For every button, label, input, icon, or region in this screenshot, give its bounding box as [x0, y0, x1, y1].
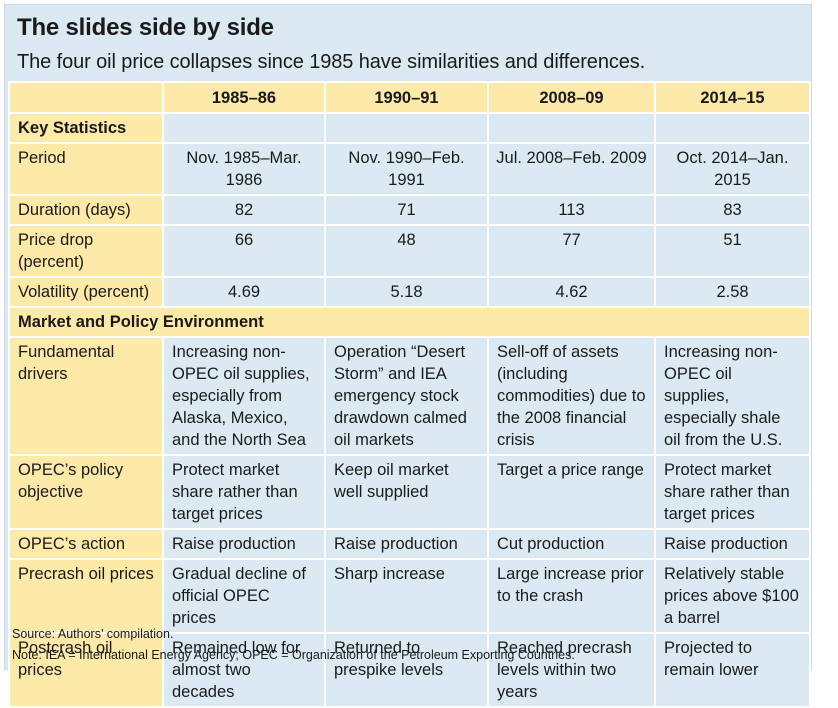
table-row: Price drop (percent) 66 48 77 51 [8, 224, 811, 278]
table-cell: Sell-off of assets (including commoditie… [487, 336, 656, 456]
section-row-key-statistics: Key Statistics [8, 112, 811, 144]
table-cell: Raise production [654, 528, 811, 560]
table-row: Precrash oil prices Gradual decline of o… [8, 558, 811, 634]
figure-subtitle: The four oil price collapses since 1985 … [17, 51, 646, 73]
table-cell: 2.58 [654, 276, 811, 308]
table-cell: Raise production [162, 528, 326, 560]
table-cell: 82 [162, 194, 326, 226]
table-cell: 83 [654, 194, 811, 226]
table-cell: Relatively stable prices above $100 a ba… [654, 558, 811, 634]
table-row: OPEC’s action Raise production Raise pro… [8, 528, 811, 560]
row-label: OPEC’s action [8, 528, 164, 560]
row-label: Price drop (percent) [8, 224, 164, 278]
table-cell: 113 [487, 194, 656, 226]
comparison-table: 1985–86 1990–91 2008–09 2014–15 Key Stat… [8, 81, 811, 708]
table-cell: Projected to remain lower [654, 632, 811, 708]
row-label: Period [8, 142, 164, 196]
table-cell: 71 [324, 194, 489, 226]
table-cell: 66 [162, 224, 326, 278]
table-cell: Nov. 1985–Mar. 1986 [162, 142, 326, 196]
section-heading: Market and Policy Environment [8, 306, 811, 338]
table-row: Volatility (percent) 4.69 5.18 4.62 2.58 [8, 276, 811, 308]
table-row: OPEC’s policy objective Protect market s… [8, 454, 811, 530]
row-label: Volatility (percent) [8, 276, 164, 308]
table-cell: Protect market share rather than target … [654, 454, 811, 530]
table-row: Duration (days) 82 71 113 83 [8, 194, 811, 226]
table-cell: Target a price range [487, 454, 656, 530]
header-blank-cell [8, 81, 164, 114]
source-note: Source: Authors’ compilation. [12, 627, 174, 641]
table-cell: 5.18 [324, 276, 489, 308]
column-header: 1985–86 [162, 81, 326, 114]
column-header: 1990–91 [324, 81, 489, 114]
figure-title: The slides side by side [17, 14, 274, 41]
table-cell: Returned to prespike levels [324, 632, 489, 708]
section-row-market-policy: Market and Policy Environment [8, 306, 811, 338]
table-cell: Oct. 2014–Jan. 2015 [654, 142, 811, 196]
row-label: Duration (days) [8, 194, 164, 226]
table-cell: Increasing non-OPEC oil supplies, especi… [654, 336, 811, 456]
table-cell: Protect market share rather than target … [162, 454, 326, 530]
table-cell: Increasing non-OPEC oil supplies, especi… [162, 336, 326, 456]
row-label: Postcrash oil prices [8, 632, 164, 708]
row-label: Fundamental drivers [8, 336, 164, 456]
table-row: Postcrash oil prices Remained low for al… [8, 632, 811, 708]
table-cell: Nov. 1990–Feb. 1991 [324, 142, 489, 196]
row-label: OPEC’s policy objective [8, 454, 164, 530]
table-row: Fundamental drivers Increasing non-OPEC … [8, 336, 811, 456]
table-cell: Reached precrash levels within two years [487, 632, 656, 708]
table-cell: 51 [654, 224, 811, 278]
table-cell: Cut production [487, 528, 656, 560]
table-cell: Keep oil market well supplied [324, 454, 489, 530]
table-cell: Sharp increase [324, 558, 489, 634]
table-cell: 4.62 [487, 276, 656, 308]
table-cell: Gradual decline of official OPEC prices [162, 558, 326, 634]
column-header: 2008–09 [487, 81, 656, 114]
section-heading: Key Statistics [8, 112, 164, 144]
column-header: 2014–15 [654, 81, 811, 114]
table-cell: Operation “Desert Storm” and IEA emergen… [324, 336, 489, 456]
table-cell: Raise production [324, 528, 489, 560]
table-cell: Jul. 2008–Feb. 2009 [487, 142, 656, 196]
table-cell: Large increase prior to the crash [487, 558, 656, 634]
column-header-row: 1985–86 1990–91 2008–09 2014–15 [8, 81, 811, 114]
abbreviation-note: Note: IEA = International Energy Agency;… [12, 648, 575, 662]
table-cell: 77 [487, 224, 656, 278]
table-cell: Remained low for almost two decades [162, 632, 326, 708]
table-row: Period Nov. 1985–Mar. 1986 Nov. 1990–Feb… [8, 142, 811, 196]
row-label: Precrash oil prices [8, 558, 164, 634]
table-cell: 48 [324, 224, 489, 278]
table-cell: 4.69 [162, 276, 326, 308]
